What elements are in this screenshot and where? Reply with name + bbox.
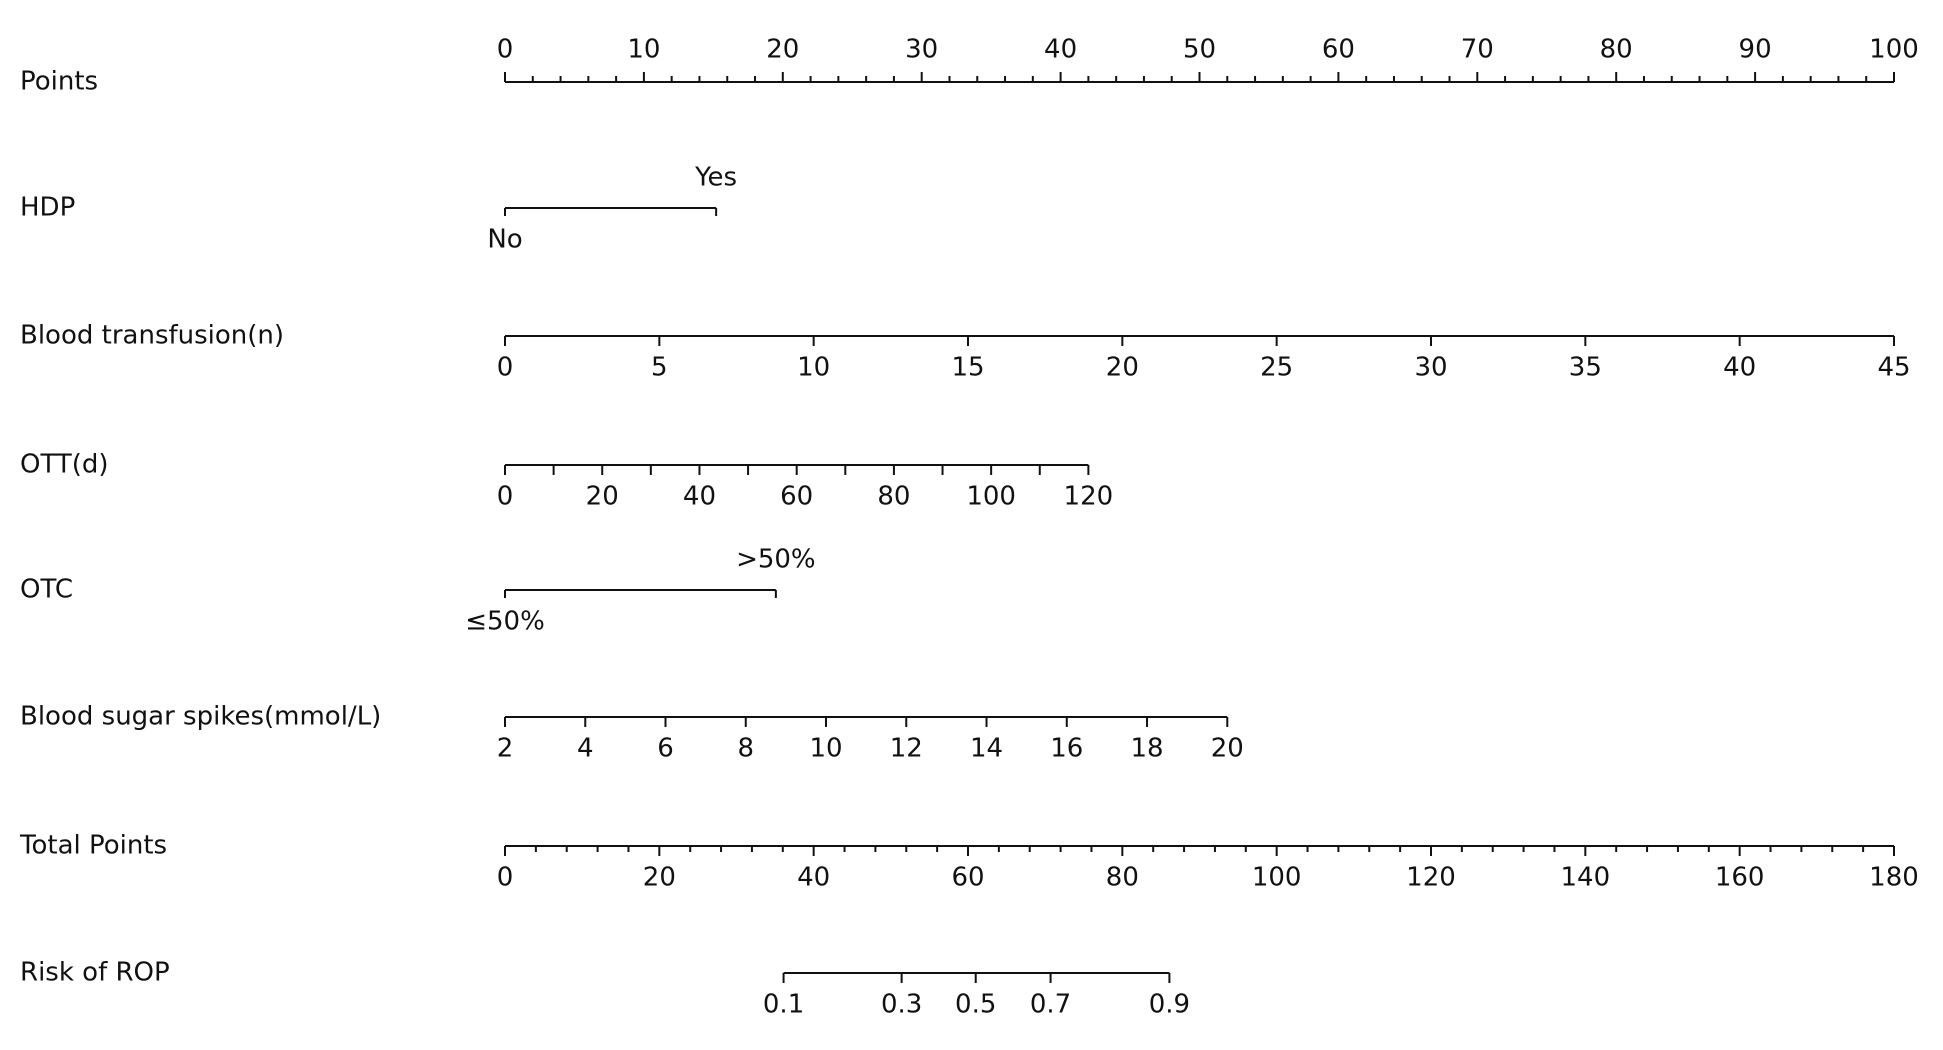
tick-label: 4 xyxy=(577,734,594,764)
tick-label: 30 xyxy=(1414,353,1447,383)
tick-label: 100 xyxy=(966,482,1016,512)
tick-label: 0.3 xyxy=(881,990,922,1020)
tick-label: 80 xyxy=(1106,863,1139,893)
tick-label: 5 xyxy=(651,353,668,383)
tick-label: 10 xyxy=(809,734,842,764)
tick-label: 0 xyxy=(497,482,514,512)
tick-label: 70 xyxy=(1461,35,1494,65)
tick-label: 0.1 xyxy=(763,990,804,1020)
tick-label: 35 xyxy=(1569,353,1602,383)
tick-label: 12 xyxy=(890,734,923,764)
tick-label: 0 xyxy=(497,353,514,383)
tick-label: 2 xyxy=(497,734,514,764)
tick-label: 0 xyxy=(497,35,514,65)
tick-label: 10 xyxy=(797,353,830,383)
tick-label: 60 xyxy=(1322,35,1355,65)
category-label: ≤50% xyxy=(465,607,545,637)
tick-label: 80 xyxy=(877,482,910,512)
tick-label: 100 xyxy=(1252,863,1302,893)
category-label: No xyxy=(487,225,522,255)
row-label: Blood sugar spikes(mmol/L) xyxy=(20,702,381,732)
tick-label: 180 xyxy=(1869,863,1919,893)
category-label: Yes xyxy=(694,163,737,193)
tick-label: 40 xyxy=(1723,353,1756,383)
tick-label: 20 xyxy=(643,863,676,893)
tick-label: 20 xyxy=(1106,353,1139,383)
tick-label: 10 xyxy=(627,35,660,65)
tick-label: 50 xyxy=(1183,35,1216,65)
tick-label: 20 xyxy=(766,35,799,65)
tick-label: 140 xyxy=(1561,863,1611,893)
row-label: OTT(d) xyxy=(20,450,109,480)
tick-label: 45 xyxy=(1877,353,1910,383)
row-label: Points xyxy=(20,67,98,97)
tick-label: 30 xyxy=(905,35,938,65)
tick-label: 40 xyxy=(797,863,830,893)
tick-label: 80 xyxy=(1600,35,1633,65)
tick-label: 0.5 xyxy=(955,990,996,1020)
tick-label: 40 xyxy=(683,482,716,512)
tick-label: 20 xyxy=(1211,734,1244,764)
tick-label: 0 xyxy=(497,863,514,893)
tick-label: 120 xyxy=(1064,482,1114,512)
row-label: Total Points xyxy=(19,831,167,861)
tick-label: 15 xyxy=(951,353,984,383)
tick-label: 0.7 xyxy=(1030,990,1071,1020)
row-label: Blood transfusion(n) xyxy=(20,321,284,351)
tick-label: 0.9 xyxy=(1149,990,1190,1020)
row-label: Risk of ROP xyxy=(20,958,170,988)
tick-label: 14 xyxy=(970,734,1003,764)
tick-label: 60 xyxy=(780,482,813,512)
tick-label: 6 xyxy=(657,734,674,764)
tick-label: 18 xyxy=(1130,734,1163,764)
tick-label: 60 xyxy=(951,863,984,893)
category-label: >50% xyxy=(736,545,816,575)
tick-label: 160 xyxy=(1715,863,1765,893)
tick-label: 90 xyxy=(1739,35,1772,65)
tick-label: 40 xyxy=(1044,35,1077,65)
tick-label: 8 xyxy=(737,734,754,764)
tick-label: 20 xyxy=(586,482,619,512)
tick-label: 25 xyxy=(1260,353,1293,383)
tick-label: 100 xyxy=(1869,35,1919,65)
row-label: OTC xyxy=(20,575,73,605)
tick-label: 120 xyxy=(1406,863,1456,893)
tick-label: 16 xyxy=(1050,734,1083,764)
row-label: HDP xyxy=(20,193,75,223)
